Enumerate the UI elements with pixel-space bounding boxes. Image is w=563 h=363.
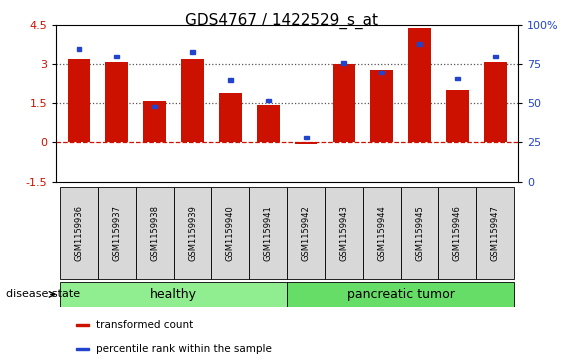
Text: GSM1159939: GSM1159939 (188, 205, 197, 261)
Bar (257, 105, 280, 143)
Text: GSM1159944: GSM1159944 (377, 205, 386, 261)
Bar (446, 90, 469, 143)
FancyBboxPatch shape (363, 187, 401, 280)
Bar (152, 105, 157, 108)
Bar (144, 101, 166, 143)
Text: GSM1159946: GSM1159946 (453, 205, 462, 261)
Bar (114, 55, 119, 58)
FancyBboxPatch shape (60, 187, 98, 280)
FancyBboxPatch shape (287, 282, 514, 307)
Bar (68, 59, 90, 143)
Bar (303, 136, 309, 139)
Bar (181, 59, 204, 143)
FancyBboxPatch shape (401, 187, 439, 280)
Bar (408, 28, 431, 143)
Bar (379, 70, 384, 74)
Bar (370, 70, 393, 143)
Bar (333, 65, 355, 143)
Text: GSM1159947: GSM1159947 (491, 205, 500, 261)
Bar (455, 77, 460, 80)
FancyBboxPatch shape (173, 187, 212, 280)
FancyBboxPatch shape (60, 282, 287, 307)
Text: GSM1159942: GSM1159942 (302, 205, 311, 261)
Bar (341, 61, 346, 65)
Text: GSM1159938: GSM1159938 (150, 205, 159, 261)
Text: GSM1159943: GSM1159943 (339, 205, 348, 261)
Bar (228, 78, 233, 82)
FancyBboxPatch shape (325, 187, 363, 280)
FancyBboxPatch shape (476, 187, 514, 280)
Bar (76, 324, 90, 326)
FancyBboxPatch shape (98, 187, 136, 280)
FancyBboxPatch shape (212, 187, 249, 280)
FancyBboxPatch shape (439, 187, 476, 280)
Bar (294, 143, 318, 144)
Text: transformed count: transformed count (96, 320, 193, 330)
Bar (190, 50, 195, 54)
Bar (484, 62, 507, 143)
Text: percentile rank within the sample: percentile rank within the sample (96, 344, 271, 354)
Text: GSM1159936: GSM1159936 (74, 205, 83, 261)
Text: GSM1159937: GSM1159937 (113, 205, 122, 261)
Bar (493, 55, 498, 58)
Text: GSM1159941: GSM1159941 (263, 205, 272, 261)
Bar (266, 99, 271, 102)
Text: GDS4767 / 1422529_s_at: GDS4767 / 1422529_s_at (185, 13, 378, 29)
Text: GSM1159940: GSM1159940 (226, 205, 235, 261)
Bar (76, 348, 90, 350)
FancyBboxPatch shape (249, 187, 287, 280)
Bar (77, 47, 82, 50)
Bar (105, 62, 128, 143)
Bar (219, 93, 242, 143)
Bar (417, 42, 422, 46)
FancyBboxPatch shape (136, 187, 173, 280)
Text: healthy: healthy (150, 288, 197, 301)
Text: disease state: disease state (6, 289, 80, 299)
FancyBboxPatch shape (287, 187, 325, 280)
Text: pancreatic tumor: pancreatic tumor (347, 288, 454, 301)
Text: GSM1159945: GSM1159945 (415, 205, 424, 261)
